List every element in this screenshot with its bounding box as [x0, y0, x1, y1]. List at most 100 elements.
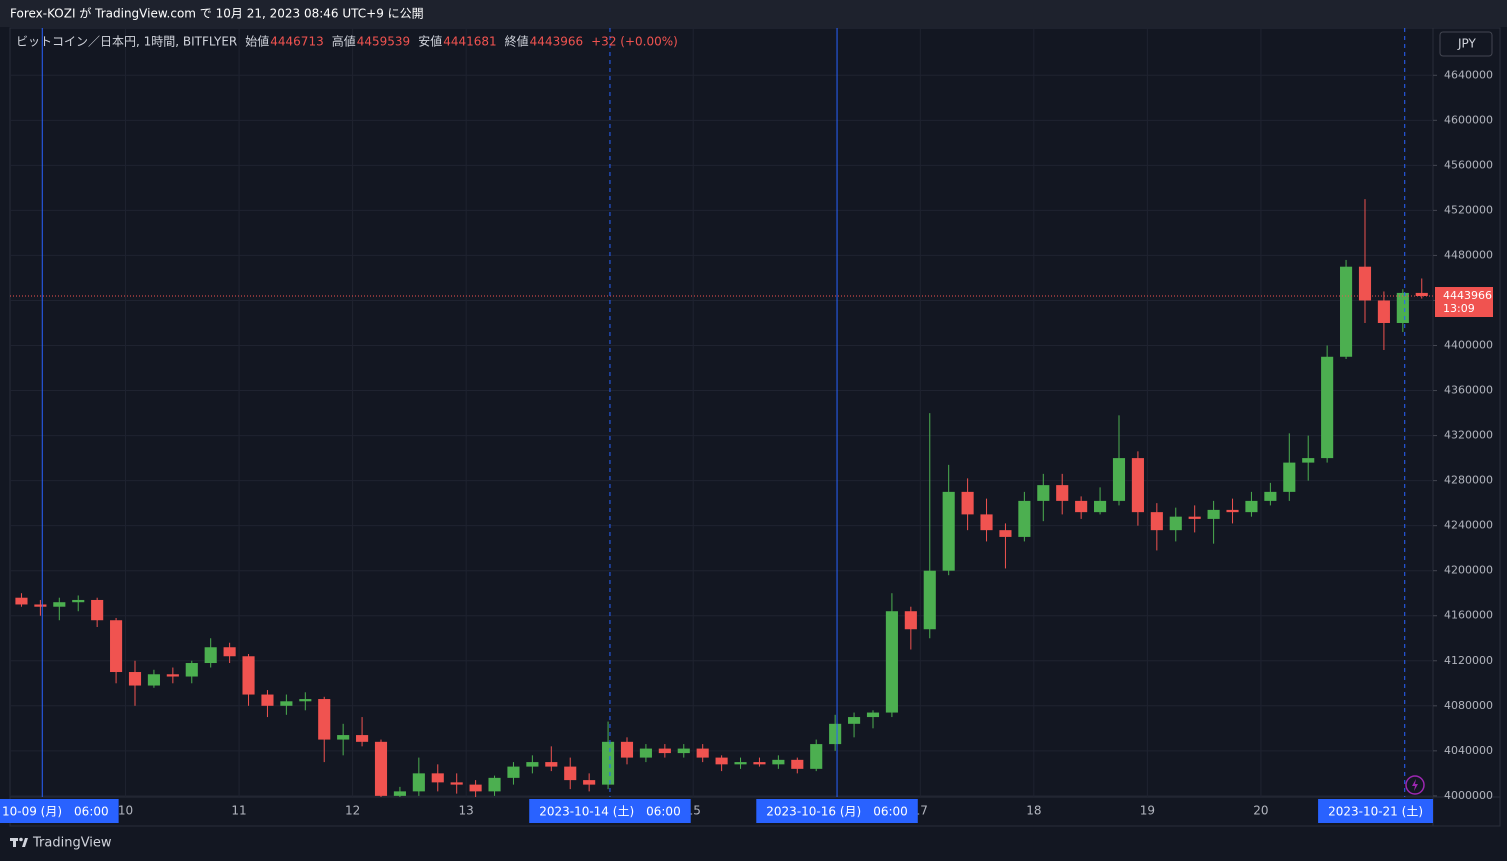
marker-label: 2023-10-14 (土) 06:00 [529, 799, 691, 823]
candle-body [885, 611, 898, 713]
candle-body [147, 674, 160, 686]
x-tick-label: 20 [1253, 804, 1268, 818]
candle-body [866, 712, 880, 718]
candle-body [91, 599, 104, 621]
marker-label: 2023-10-16 (月) 06:00 [756, 799, 918, 823]
candle-body [1321, 356, 1334, 459]
alert-icon[interactable] [1405, 775, 1425, 795]
candle-body [791, 759, 804, 769]
candle-body [34, 604, 47, 607]
candle-body [1131, 458, 1144, 513]
candle-body [1094, 500, 1107, 513]
candle-body [261, 694, 274, 706]
candle-body [829, 723, 842, 745]
legend-value: 4446713 [270, 35, 323, 49]
candle-body [1396, 292, 1409, 323]
marker-label-text: 2023-10-21 (土) [1328, 805, 1423, 819]
candle-body [507, 766, 520, 778]
candle-body [810, 744, 823, 769]
candle-body [961, 491, 974, 515]
legend-value: 4441681 [443, 35, 496, 49]
currency-button[interactable] [1439, 31, 1493, 57]
countdown-label: 13:09 [1443, 302, 1475, 315]
candle-body [72, 599, 85, 603]
marker-label-text: 2023-10-16 (月) 06:00 [766, 805, 908, 819]
marker-label-bg [529, 799, 691, 823]
y-tick-label: 4560000 [1444, 158, 1493, 171]
y-tick-label: 4200000 [1444, 564, 1493, 577]
y-tick-label: 4520000 [1444, 203, 1493, 216]
candle-body [1245, 500, 1258, 513]
candle-body [318, 699, 331, 740]
candle-body [639, 748, 652, 758]
candle-body [128, 672, 142, 686]
candle-body [904, 611, 917, 630]
last-price-tag [1435, 287, 1493, 318]
candle-body [1415, 292, 1428, 297]
y-tick-label: 4080000 [1444, 699, 1493, 712]
candle-body [1150, 512, 1163, 531]
candle-body [1377, 300, 1390, 323]
candle-body [1018, 500, 1031, 537]
y-tick-label: 4040000 [1444, 744, 1493, 757]
candle-body [1188, 516, 1201, 519]
candle-body [412, 773, 425, 792]
candle-body [299, 699, 312, 702]
candle-body [1358, 266, 1372, 301]
publish-title: Forex-KOZI が TradingView.com で 10月 21, 2… [10, 6, 424, 21]
candle-body [696, 748, 709, 758]
y-tick-label: 4480000 [1444, 248, 1493, 261]
top-bar [0, 0, 1507, 27]
x-tick-label: 10 [118, 804, 133, 818]
legend-key: 始値 [245, 34, 269, 49]
x-tick-label: 11 [231, 804, 246, 818]
alert-bolt [1412, 779, 1418, 791]
x-tick-label: 13 [459, 804, 474, 818]
candle-body [242, 656, 255, 695]
candle-body [393, 791, 406, 796]
currency-label: JPY [1457, 37, 1477, 51]
candle-body [374, 741, 388, 796]
candle-body [1283, 462, 1296, 492]
y-tick-label: 4640000 [1444, 68, 1493, 81]
footer-brand: TradingView [32, 836, 112, 851]
candle-body [53, 602, 66, 607]
candle-body [110, 620, 123, 673]
candle-body [280, 701, 293, 706]
candle-body [1056, 485, 1069, 501]
candle-body [1075, 500, 1088, 513]
candle-body [204, 647, 217, 664]
footer-logo [10, 837, 28, 847]
x-tick-label: 19 [1140, 804, 1155, 818]
x-tick-label: 12 [345, 804, 360, 818]
marker-label: 2023-10-21 (土) [1318, 799, 1433, 823]
candle-body [715, 757, 728, 765]
candle-body [469, 784, 482, 792]
legend-value: 4443966 [530, 35, 583, 49]
candle-body [923, 570, 936, 630]
candle-body [602, 741, 615, 785]
marker-label-text: 2023-10-14 (土) 06:00 [539, 805, 681, 819]
candle-body [488, 777, 501, 792]
candle-body [1207, 509, 1220, 519]
candle-body [942, 491, 955, 571]
marker-label-bg [756, 799, 918, 823]
candle-body [166, 674, 179, 677]
legend-change: +32 (+0.00%) [591, 35, 678, 49]
legend-key: 高値 [332, 34, 356, 49]
last-price-label: 4443966 [1443, 289, 1492, 302]
candle-body [526, 762, 539, 767]
candle-body [658, 748, 671, 754]
candle-body [999, 530, 1012, 537]
y-tick-label: 4320000 [1444, 429, 1493, 442]
candle-body [431, 773, 444, 783]
y-tick-label: 4400000 [1444, 339, 1493, 352]
candle-body [1037, 485, 1050, 501]
x-tick-label: 18 [1026, 804, 1041, 818]
candle-body [583, 780, 596, 785]
marker-label-text: 10-09 (月) 06:00 [2, 805, 109, 819]
candle-body [185, 663, 198, 677]
y-tick-label: 4600000 [1444, 113, 1493, 126]
